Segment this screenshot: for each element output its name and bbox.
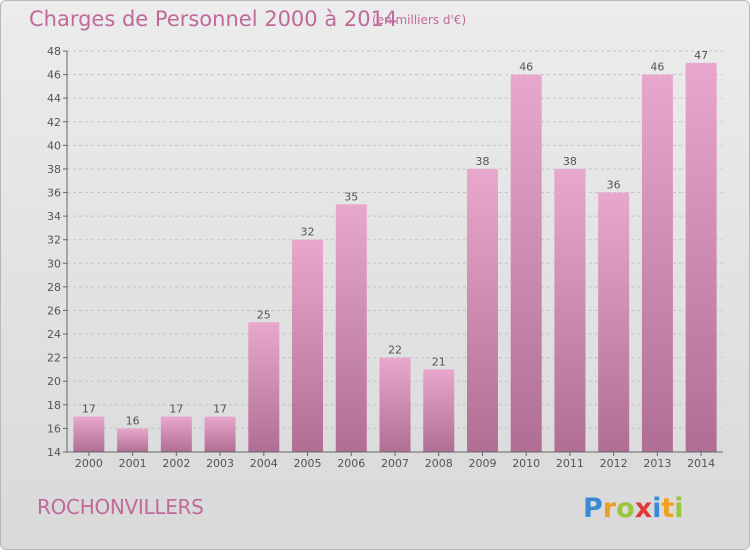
bar-value-label: 25 [257,308,271,321]
y-tick-label: 26 [47,304,61,317]
bar-value-label: 32 [301,226,315,239]
y-tick-label: 46 [47,69,61,82]
y-tick-label: 18 [47,399,61,412]
bar-2012 [598,192,630,452]
bar-2014 [685,62,717,452]
x-tick-label: 2014 [687,457,715,470]
x-tick-label: 2003 [206,457,234,470]
y-tick-label: 24 [47,328,61,341]
proxiti-logo: Proxiti [583,493,684,524]
x-tick-label: 2000 [75,457,103,470]
y-tick-label: 36 [47,187,61,200]
y-tick-label: 28 [47,281,61,294]
bar-2006 [335,204,367,452]
bar-2004 [248,322,280,452]
chart-subtitle: (en milliers d'€) [372,13,467,27]
bar-value-label: 47 [694,49,708,62]
bar-2001 [117,428,149,452]
x-tick-label: 2005 [294,457,322,470]
y-tick-label: 14 [47,446,61,459]
bar-value-label: 22 [388,344,402,357]
bar-value-label: 35 [344,190,358,203]
bar-value-label: 17 [213,403,227,416]
y-tick-label: 22 [47,352,61,365]
y-tick-label: 16 [47,422,61,435]
bar-2013 [641,74,673,453]
y-tick-label: 34 [47,210,61,223]
bar-2011 [554,168,586,453]
x-tick-label: 2009 [468,457,496,470]
x-tick-label: 2006 [337,457,365,470]
x-tick-label: 2010 [512,457,540,470]
y-tick-label: 48 [47,45,61,58]
y-tick-label: 20 [47,375,61,388]
y-tick-label: 42 [47,116,61,129]
bar-2010 [510,74,542,453]
y-tick-label: 40 [47,139,61,152]
bar-value-label: 21 [432,355,446,368]
bar-2009 [466,168,498,453]
x-tick-label: 2013 [643,457,671,470]
x-tick-label: 2004 [250,457,278,470]
x-tick-label: 2012 [600,457,628,470]
chart-title: Charges de Personnel 2000 à 2014 [29,7,398,31]
bar-value-label: 16 [126,414,140,427]
bar-2007 [379,357,411,452]
bar-value-label: 38 [475,155,489,168]
bar-value-label: 36 [607,179,621,192]
y-tick-label: 38 [47,163,61,176]
x-tick-label: 2008 [425,457,453,470]
bar-2008 [423,369,455,452]
bar-value-label: 17 [169,403,183,416]
bar-2002 [160,416,192,452]
x-tick-label: 2001 [119,457,147,470]
x-tick-label: 2007 [381,457,409,470]
bar-value-label: 17 [82,403,96,416]
bar-2000 [73,416,105,452]
y-tick-label: 32 [47,234,61,247]
y-tick-label: 30 [47,257,61,270]
y-tick-label: 44 [47,92,61,105]
bar-value-label: 46 [650,61,664,74]
bar-value-label: 38 [563,155,577,168]
bar-value-label: 46 [519,61,533,74]
bar-2003 [204,416,236,452]
place-name: ROCHONVILLERS [37,495,204,519]
svg-text:Proxiti: Proxiti [583,493,684,524]
bar-2005 [292,239,324,452]
x-tick-label: 2002 [162,457,190,470]
x-tick-label: 2011 [556,457,584,470]
